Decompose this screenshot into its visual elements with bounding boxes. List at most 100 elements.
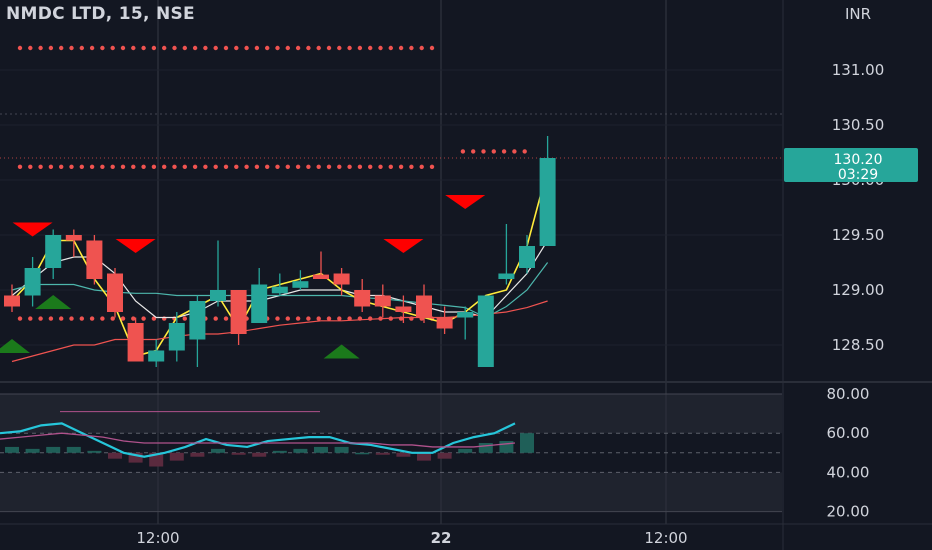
rsi-lower-band [0,472,782,512]
level-dot-1 [295,164,301,169]
level-dot-3 [28,316,33,321]
rsi-histogram-bar [355,452,370,455]
candle [395,295,412,323]
candle-body [148,350,165,362]
level-dot-0 [419,45,424,51]
candle [107,268,123,318]
candle [45,229,62,279]
buy-signal-triangle [323,344,360,359]
rsi-histogram-bar [314,446,328,453]
level-dot-0 [100,45,105,51]
level-dot-1 [234,164,239,169]
level-dot-0 [223,45,229,51]
level-dot-1 [347,164,352,169]
candle [498,224,515,285]
level-dot-1 [223,164,229,169]
level-dot-3 [89,316,95,321]
candle [457,306,474,340]
candle-body [395,306,412,312]
level-dot-0 [306,45,311,51]
candle [374,284,391,318]
level-dot-1 [120,164,126,169]
level-dot-0 [110,45,115,51]
candle-body [189,301,206,340]
rsi-upper-band [0,394,782,434]
level-dot-0 [48,45,54,51]
level-dot-0 [429,45,435,51]
candle [436,306,453,334]
level-dot-1 [429,164,435,169]
rsi-tick-label: 40.00 [827,463,870,481]
level-dot-1 [48,164,54,169]
level-dot-1 [110,164,115,169]
level-dot-0 [192,45,198,51]
chart-title: NMDC LTD, 15, NSE [6,4,195,24]
rsi-histogram-bar [272,450,287,453]
level-dot-1 [357,164,363,169]
level-dot-0 [151,45,157,51]
candle-body [436,317,453,329]
level-dot-1 [326,164,332,169]
candle [416,284,432,323]
rsi-tick-label: 60.00 [827,424,870,442]
level-dot-0 [254,45,260,51]
level-dot-0 [131,45,136,51]
candle-body [168,323,185,351]
candle-body [127,323,144,362]
candle [24,257,41,307]
level-dot-0 [38,45,43,51]
level-dot-2 [460,149,466,154]
level-dot-3 [285,316,290,321]
last-price-tag [784,148,918,182]
level-dot-1 [254,164,260,169]
level-dot-3 [295,316,301,321]
level-dot-0 [275,45,280,51]
level-dot-1 [203,164,208,169]
rsi-histogram-bar [5,446,19,453]
rsi-histogram-bar [211,448,225,453]
level-dot-1 [244,164,249,169]
level-dot-0 [69,45,74,51]
level-dot-3 [213,316,218,321]
level-dot-0 [17,45,23,51]
level-dot-1 [306,164,311,169]
x-tick-label: 12:00 [136,529,179,547]
level-dot-1 [69,164,74,169]
level-dot-3 [347,316,352,321]
candle-body [210,290,226,301]
level-dot-1 [213,164,218,169]
y-tick-label: 130.50 [832,116,885,134]
y-tick-label: 131.00 [832,61,885,79]
candle [4,284,20,312]
candle-body [416,295,432,318]
candle-body [498,273,515,279]
candle [313,251,329,279]
candle-body [24,268,41,296]
level-dot-0 [398,45,404,51]
level-dot-0 [368,45,373,51]
rsi-histogram-bar [231,452,246,455]
candle-body [4,295,20,307]
candle-body [477,295,494,367]
candle [210,240,226,307]
level-dot-1 [419,164,424,169]
level-dot-1 [151,164,157,169]
level-dot-3 [48,316,54,321]
level-dot-2 [481,149,486,154]
level-dot-0 [59,45,64,51]
level-dot-0 [203,45,208,51]
level-dot-1 [17,164,23,169]
candle [251,268,268,323]
level-dot-1 [388,164,393,169]
candle [292,270,309,290]
level-dot-0 [79,45,85,51]
level-dot-3 [38,316,43,321]
candle-body [251,284,268,323]
candle-body [539,158,556,246]
x-tick-label: 22 [431,529,452,547]
level-dot-0 [120,45,126,51]
level-dot-2 [522,149,527,154]
level-dot-1 [100,164,105,169]
y-tick-label: 129.00 [832,281,885,299]
